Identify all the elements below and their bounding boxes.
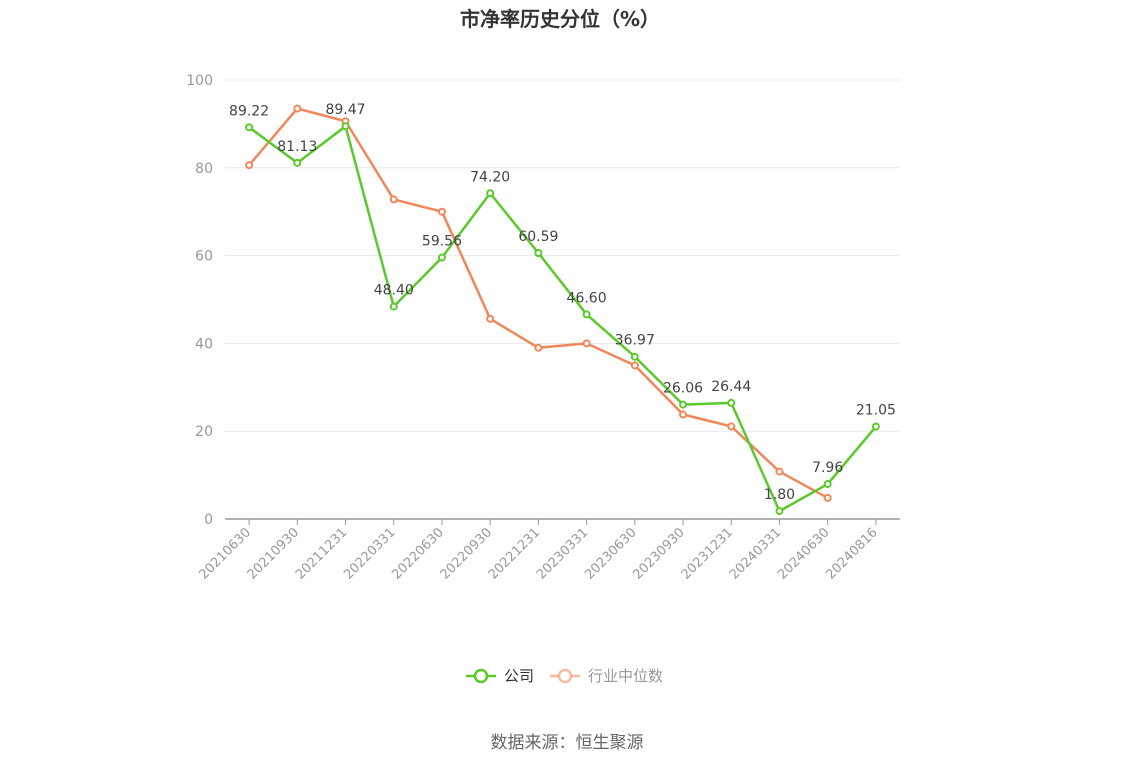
- data-point[interactable]: [823, 493, 832, 502]
- x-tick-label: 20211231: [293, 525, 350, 582]
- data-label: 1.80: [764, 487, 795, 503]
- legend-marker: [473, 668, 489, 684]
- legend-label: 行业中位数: [588, 667, 663, 685]
- series-company: [245, 122, 880, 516]
- data-point[interactable]: [727, 422, 736, 431]
- x-tick-label: 20220331: [341, 525, 398, 582]
- series-line: [248, 124, 877, 513]
- y-tick-label: 20: [195, 424, 213, 440]
- data-point[interactable]: [775, 467, 784, 476]
- x-tick-label: 20230331: [534, 525, 591, 582]
- data-point[interactable]: [630, 361, 639, 370]
- x-tick-label: 20240331: [727, 525, 784, 582]
- data-point[interactable]: [245, 161, 254, 170]
- data-point[interactable]: [630, 352, 639, 361]
- series-line: [248, 107, 829, 500]
- data-point[interactable]: [582, 310, 591, 319]
- data-point[interactable]: [389, 302, 398, 311]
- legend-marker: [557, 668, 573, 684]
- data-label: 48.40: [374, 283, 414, 299]
- data-point[interactable]: [775, 507, 784, 516]
- x-tick-label: 20230930: [630, 525, 687, 582]
- data-label: 89.47: [325, 102, 365, 118]
- x-tick-label: 20240816: [823, 525, 880, 582]
- data-point[interactable]: [486, 314, 495, 323]
- data-label: 81.13: [277, 139, 317, 155]
- x-tick-label: 20220930: [438, 525, 495, 582]
- data-point[interactable]: [679, 410, 688, 419]
- series-layer: [245, 104, 880, 516]
- data-label: 7.96: [812, 460, 843, 476]
- data-point[interactable]: [534, 249, 543, 258]
- x-tick-label: 20210930: [245, 525, 302, 582]
- data-label: 26.06: [663, 381, 703, 397]
- x-tick-label: 20210630: [197, 525, 254, 582]
- data-labels: 89.22 81.13 89.47 48.40 59.56 74.20 60.59 46.60…: [229, 102, 896, 503]
- data-label: 36.97: [615, 333, 655, 349]
- data-point[interactable]: [534, 343, 543, 352]
- y-tick-label: 80: [195, 161, 213, 177]
- grid: [225, 79, 900, 432]
- data-point[interactable]: [341, 122, 350, 131]
- data-label: 60.59: [518, 229, 558, 245]
- data-label: 21.05: [856, 403, 896, 419]
- data-point[interactable]: [389, 195, 398, 204]
- data-point[interactable]: [486, 189, 495, 198]
- series-industry-median: [245, 104, 832, 502]
- data-point[interactable]: [871, 422, 880, 431]
- legend-item-company[interactable]: 公司: [466, 667, 534, 685]
- data-point[interactable]: [679, 400, 688, 409]
- data-source: 数据来源：恒生聚源: [491, 733, 644, 753]
- data-point[interactable]: [245, 123, 254, 132]
- data-point[interactable]: [727, 398, 736, 407]
- y-tick-label: 60: [195, 249, 213, 265]
- data-label: 89.22: [229, 103, 269, 119]
- legend[interactable]: 公司 行业中位数: [466, 667, 663, 685]
- y-tick-label: 0: [204, 512, 213, 528]
- x-tick-label: 20221231: [486, 525, 543, 582]
- data-point[interactable]: [293, 104, 302, 113]
- data-point[interactable]: [437, 253, 446, 262]
- data-label: 59.56: [422, 234, 462, 250]
- data-label: 26.44: [711, 379, 751, 395]
- chart-title: 市净率历史分位（%）: [460, 7, 660, 31]
- data-label: 74.20: [470, 169, 510, 185]
- data-point[interactable]: [582, 339, 591, 348]
- y-tick-label: 40: [195, 336, 213, 352]
- x-tick-label: 20220630: [389, 525, 446, 582]
- legend-item-industry-median[interactable]: 行业中位数: [550, 667, 663, 685]
- data-point[interactable]: [823, 480, 832, 489]
- x-tick-label: 20231231: [679, 525, 736, 582]
- x-tick-label: 20230630: [582, 525, 639, 582]
- y-tick-label: 100: [186, 73, 213, 89]
- y-axis: 0 20 40 60 80 100: [186, 73, 213, 528]
- x-tick-label: 20240630: [775, 525, 832, 582]
- data-point[interactable]: [437, 207, 446, 216]
- data-point[interactable]: [293, 158, 302, 167]
- legend-label: 公司: [504, 667, 534, 685]
- data-label: 46.60: [567, 290, 607, 306]
- x-axis: 2021063020210930202112312022033120220630…: [197, 518, 900, 583]
